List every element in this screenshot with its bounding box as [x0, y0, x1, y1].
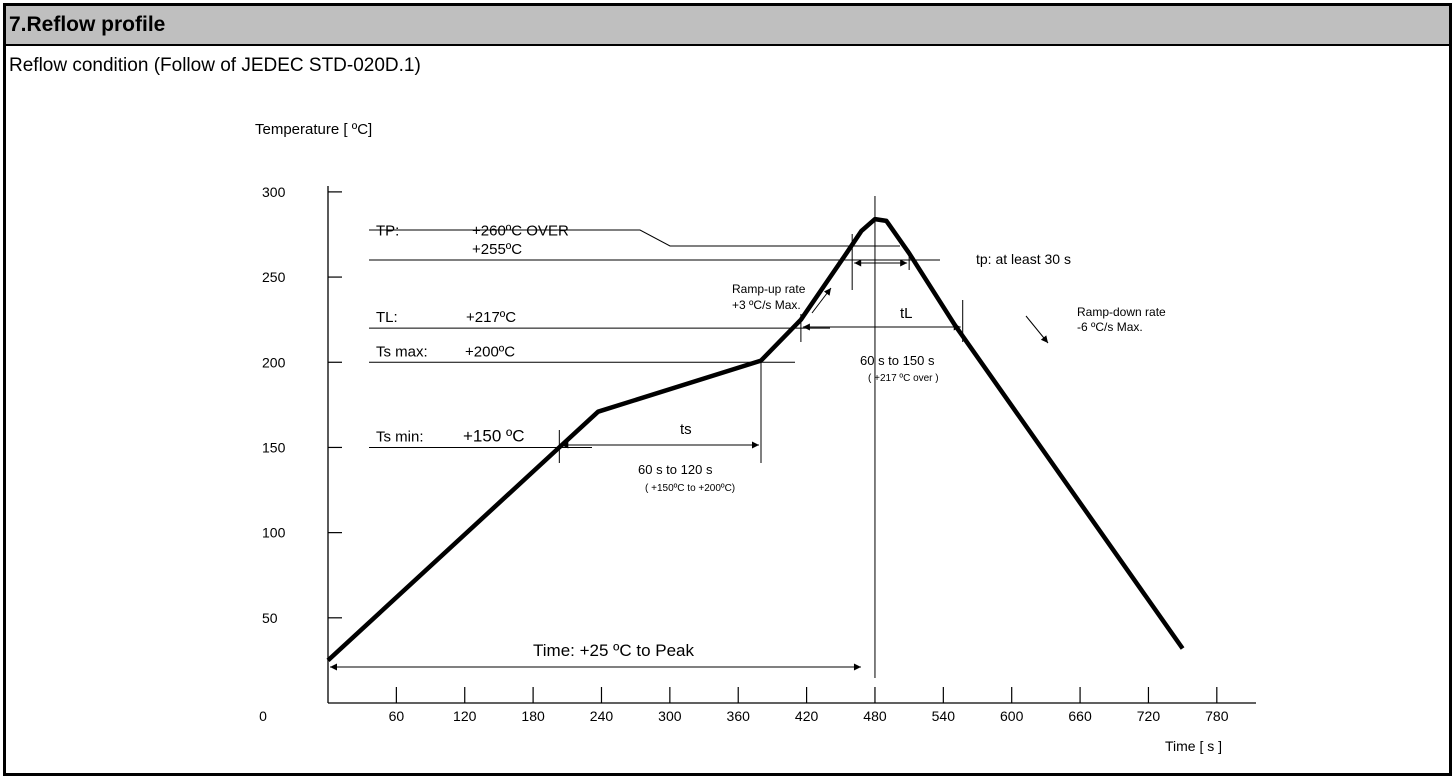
x-tick-label: 720 — [1137, 708, 1161, 724]
x-tick-label: 360 — [727, 708, 751, 724]
section-title: 7.Reflow profile — [9, 13, 166, 36]
reference-line-label: TL: — [376, 309, 398, 326]
tp-label: tp: at least 30 s — [976, 251, 1071, 267]
ts-label: ts — [680, 421, 692, 438]
tl-condition-label: ( +217 ºC over ) — [868, 373, 939, 384]
x-tick-label: 0 — [259, 708, 267, 724]
y-tick-label: 150 — [262, 439, 286, 455]
ramp-down-arrow — [1025, 315, 1049, 344]
x-tick-label: 180 — [521, 708, 545, 724]
y-tick-label: 300 — [262, 184, 286, 200]
x-tick-label: 480 — [863, 708, 887, 724]
x-tick-label: 300 — [658, 708, 682, 724]
reference-line-value: +255ºC — [472, 241, 522, 258]
x-tick-label: 660 — [1068, 708, 1092, 724]
reference-line-label: Ts min: — [376, 428, 424, 445]
reference-line-label: Ts max: — [376, 343, 428, 360]
reference-line-value: +200ºC — [465, 343, 515, 360]
x-axis-label: Time [ s ] — [1165, 738, 1222, 754]
reflow-condition-subtitle: Reflow condition (Follow of JEDEC STD-02… — [9, 55, 421, 76]
x-tick-label: 120 — [453, 708, 477, 724]
ramp-up-label-line2: +3 ºC/s Max. — [732, 298, 801, 312]
section-header-bar: 7.Reflow profile — [6, 6, 1449, 46]
tl-label: tL — [900, 305, 913, 322]
reflow-profile-curve — [326, 216, 1185, 663]
y-tick-label: 250 — [262, 269, 286, 285]
y-tick-label: 100 — [262, 525, 286, 541]
ramp-up-label-line1: Ramp-up rate — [732, 282, 806, 296]
x-tick-label: 540 — [932, 708, 956, 724]
reference-line-value: +217ºC — [466, 309, 516, 326]
peak-time-label: Time: +25 ºC to Peak — [533, 641, 695, 660]
ts-range-label: 60 s to 120 s — [638, 462, 713, 477]
y-tick-label: 50 — [262, 610, 278, 626]
reference-line-value: +260ºC OVER — [472, 222, 569, 239]
x-tick-label: 600 — [1000, 708, 1024, 724]
ramp-up-arrow — [811, 287, 832, 314]
x-tick-label: 420 — [795, 708, 819, 724]
x-tick-label: 780 — [1205, 708, 1229, 724]
tl-range-label: 60 s to 150 s — [860, 353, 935, 368]
ramp-down-label-line2: -6 ºC/s Max. — [1077, 320, 1143, 334]
reference-lines: TP: +260ºC OVER +255ºC TL: +217ºC Ts max: +200… — [369, 222, 940, 448]
x-axis-ticks: 0 60 120 180 240 300 360 420 480 540 600 660 720 780 — [259, 687, 1229, 724]
tp-connector-line — [369, 229, 900, 247]
y-axis-label: Temperature [ ºC] — [255, 121, 372, 138]
reference-line-label: TP: — [376, 222, 399, 239]
ts-condition-label: ( +150ºC to +200ºC) — [645, 483, 735, 494]
x-tick-label: 60 — [389, 708, 405, 724]
y-axis-ticks: 50 100 150 200 250 300 — [262, 184, 342, 626]
reference-line-value: +150 ºC — [463, 426, 525, 445]
spec-section-frame: 7.Reflow profile Reflow condition (Follo… — [3, 3, 1452, 776]
ramp-down-label-line1: Ramp-down rate — [1077, 305, 1166, 319]
y-tick-label: 200 — [262, 354, 286, 370]
x-tick-label: 240 — [590, 708, 614, 724]
